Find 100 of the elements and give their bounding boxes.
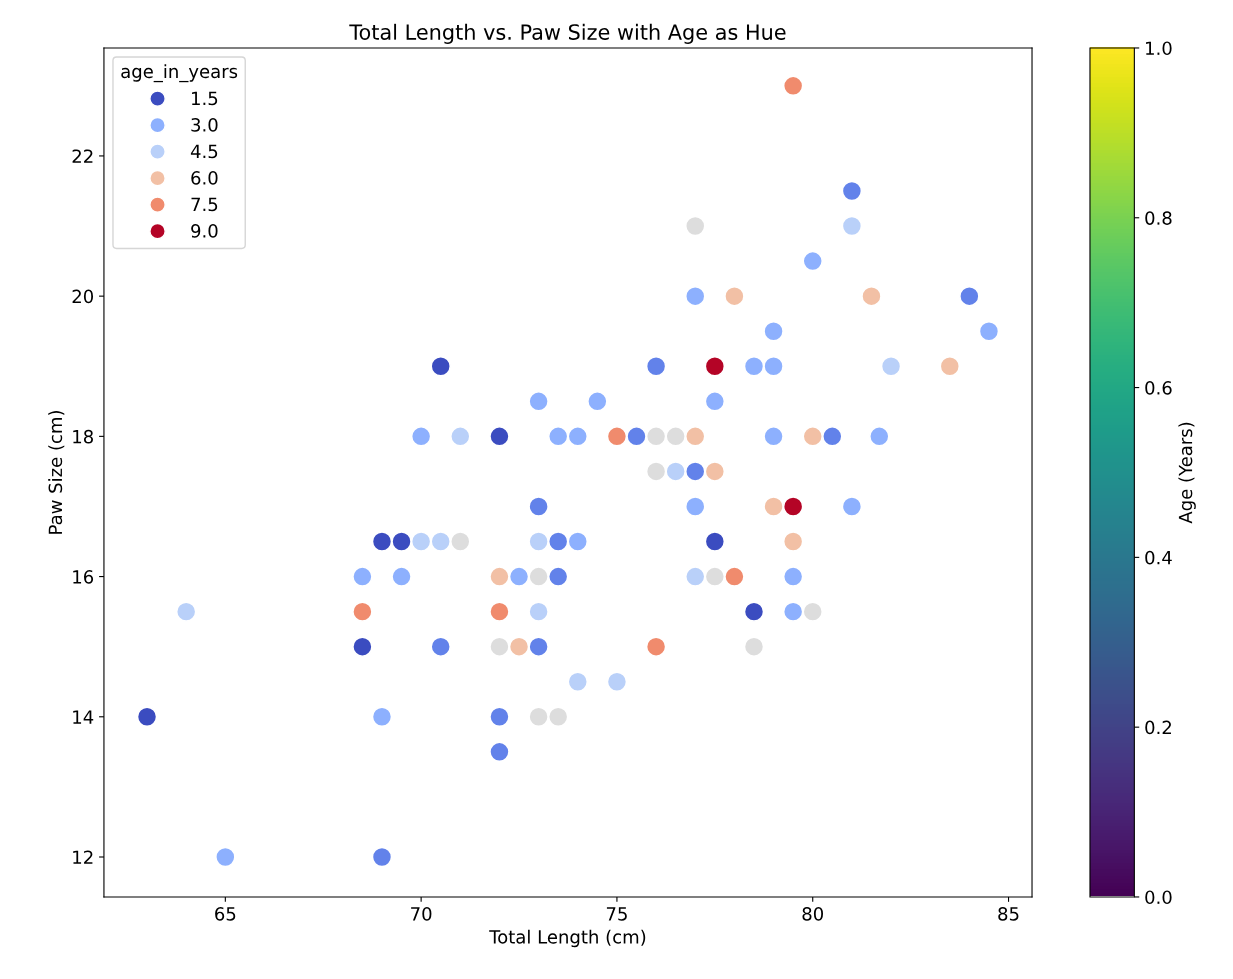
x-tick-label: 70 (411, 907, 432, 921)
point (958, 285, 980, 307)
point (489, 706, 510, 728)
point (861, 285, 882, 307)
legend-label: 3.0 (191, 118, 218, 132)
point (430, 636, 452, 658)
y-tick-label: 20 (72, 289, 94, 304)
legend-label: 7.5 (191, 197, 218, 212)
color-bar-label: 1.0 (1146, 41, 1172, 56)
point (351, 636, 373, 658)
point (489, 566, 510, 587)
point (351, 601, 373, 623)
color-bar-label: 0.0 (1145, 890, 1172, 905)
point (489, 601, 510, 623)
point (704, 390, 726, 412)
point (645, 636, 667, 658)
point (528, 531, 550, 552)
point (567, 425, 589, 447)
point (821, 425, 843, 447)
legend-label: 4.5 (190, 144, 218, 159)
point (586, 390, 608, 412)
point (528, 496, 550, 517)
point (449, 425, 471, 447)
point (175, 601, 197, 623)
point (782, 601, 804, 623)
point (802, 425, 824, 447)
point (782, 496, 804, 517)
legend-label: 1.5 (192, 91, 218, 106)
point (430, 355, 452, 377)
point (978, 320, 1000, 342)
point (841, 496, 863, 517)
x-tick-label: 75 (606, 907, 627, 921)
point (606, 425, 628, 447)
point (841, 180, 863, 202)
point (684, 566, 706, 587)
point (743, 601, 765, 623)
point (528, 706, 550, 728)
point (528, 601, 550, 623)
point (763, 425, 784, 447)
point (430, 531, 452, 552)
point (547, 706, 569, 728)
point (214, 846, 236, 868)
legend-label: 9.0 (191, 224, 218, 238)
point (684, 425, 706, 447)
x-tick-label: 80 (802, 907, 824, 921)
point (868, 425, 890, 447)
point (489, 425, 510, 447)
point (763, 355, 784, 377)
point (724, 566, 745, 587)
point (802, 250, 824, 272)
color-bar-label: 0.6 (1145, 381, 1172, 395)
point (782, 75, 804, 97)
point (391, 531, 412, 552)
point (528, 390, 550, 412)
point (684, 285, 706, 307)
point (567, 531, 589, 552)
point (684, 461, 706, 482)
point (489, 741, 510, 763)
point (410, 425, 432, 447)
point (136, 706, 158, 728)
point (880, 355, 902, 377)
point (410, 531, 432, 552)
point (763, 496, 784, 517)
point (351, 566, 373, 587)
point (645, 355, 667, 377)
point (371, 706, 393, 728)
y-tick-label: 22 (72, 149, 93, 163)
y-tick-label: 16 (73, 570, 94, 584)
point (802, 601, 824, 623)
point (528, 636, 550, 658)
color-bar-label: 0.8 (1145, 211, 1172, 225)
point (841, 215, 863, 237)
x-axis-title: Total Length (cm) (489, 929, 646, 948)
point (704, 566, 726, 587)
point (782, 531, 804, 552)
point (743, 355, 765, 377)
y-axis-title: Paw Size (cm) (48, 410, 65, 534)
point (449, 531, 471, 552)
point (939, 355, 961, 377)
point (547, 425, 569, 447)
legend-title: age_in_years (121, 64, 238, 83)
point (665, 425, 687, 447)
point (665, 461, 687, 482)
point (704, 461, 726, 482)
color-bar-label: 0.4 (1145, 550, 1172, 565)
color-bar-label: 0.2 (1145, 720, 1171, 735)
color-bar-title: Age (Years) (1178, 422, 1196, 524)
point (724, 285, 745, 307)
x-tick-label: 85 (998, 907, 1019, 921)
point (371, 531, 393, 552)
point (704, 531, 726, 552)
point (684, 215, 706, 237)
point (567, 671, 589, 693)
legend-label: 6.0 (191, 171, 218, 185)
point (645, 425, 667, 447)
point (371, 846, 393, 868)
point (743, 636, 765, 658)
y-tick-label: 12 (73, 850, 93, 864)
y-tick-label: 14 (73, 710, 94, 724)
point (547, 531, 569, 552)
